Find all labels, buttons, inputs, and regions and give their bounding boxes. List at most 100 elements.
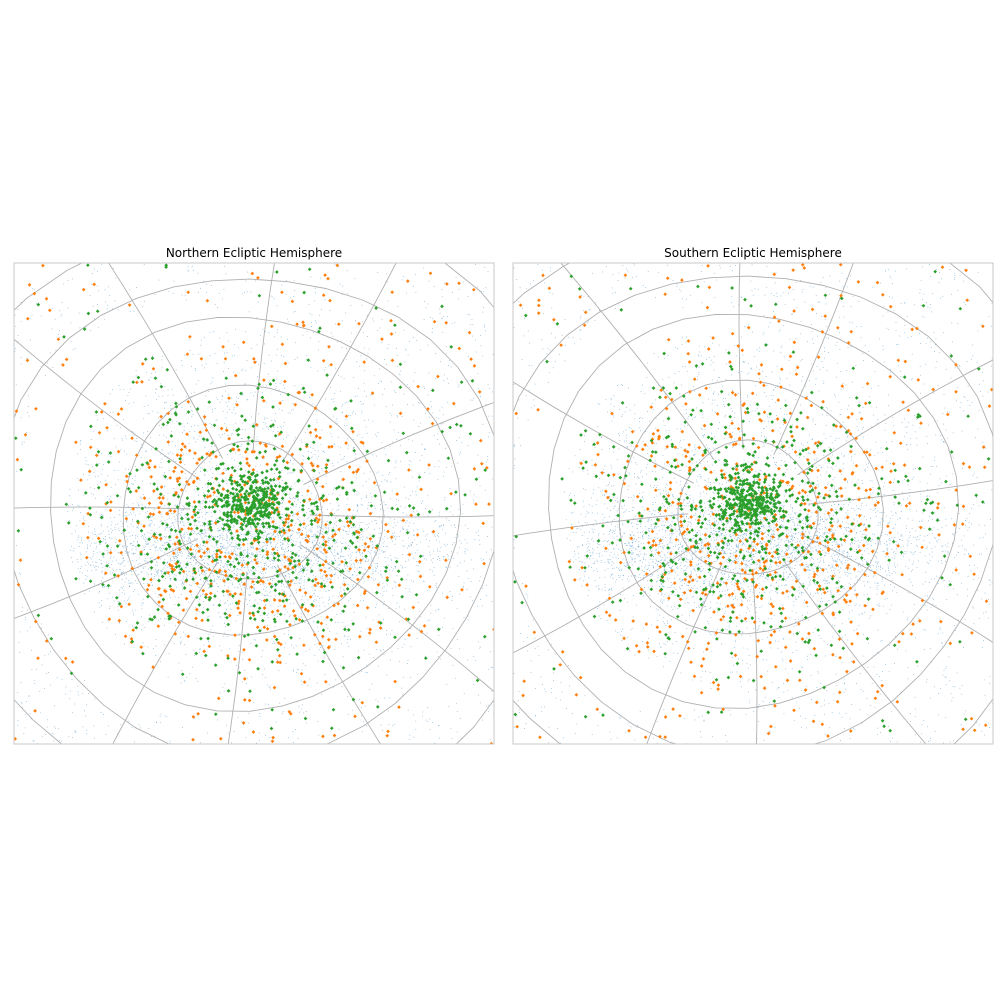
background-dot (272, 580, 273, 582)
background-dot (50, 352, 51, 354)
background-dot (289, 595, 291, 597)
background-dot (271, 638, 273, 640)
background-dot (353, 439, 355, 440)
background-dot (204, 337, 205, 339)
background-dot (327, 531, 329, 533)
background-dot (316, 495, 317, 497)
background-dot (294, 385, 296, 387)
background-dot (387, 546, 388, 548)
background-dot (258, 524, 259, 526)
background-dot (91, 542, 92, 544)
background-dot (447, 555, 449, 557)
background-dot (313, 577, 315, 579)
background-dot (382, 542, 384, 544)
background-dot (251, 573, 253, 575)
background-dot (332, 335, 334, 337)
background-dot (221, 578, 223, 580)
background-dot (84, 710, 85, 712)
background-dot (208, 453, 209, 454)
background-dot (339, 563, 341, 565)
background-dot (188, 443, 190, 445)
background-dot (335, 679, 337, 681)
background-dot (181, 365, 183, 366)
background-dot (246, 291, 248, 293)
background-dot (284, 698, 286, 699)
background-dot (392, 526, 394, 528)
background-dot (345, 419, 347, 420)
background-dot (266, 426, 268, 428)
background-dot (96, 552, 98, 554)
background-dot (408, 537, 410, 539)
background-dot (455, 703, 457, 704)
background-dot (316, 329, 318, 331)
background-dot (280, 393, 281, 395)
background-dot (264, 417, 266, 419)
background-dot (286, 280, 287, 282)
background-dot (295, 437, 296, 439)
background-dot (128, 403, 130, 405)
background-dot (230, 542, 232, 544)
background-dot (361, 522, 363, 523)
background-dot (80, 554, 82, 555)
background-dot (325, 458, 327, 460)
background-dot (219, 530, 221, 531)
background-dot (299, 534, 301, 536)
background-dot (94, 531, 96, 533)
background-dot (193, 391, 195, 393)
background-dot (319, 314, 320, 316)
background-dot (227, 411, 228, 413)
background-dot (293, 279, 295, 281)
background-dot (237, 548, 238, 550)
background-dot (203, 544, 204, 546)
background-dot (294, 359, 296, 360)
background-dot (266, 564, 267, 566)
background-dot (466, 570, 468, 572)
background-dot (242, 551, 244, 553)
background-dot (302, 530, 303, 532)
background-dot (169, 555, 170, 557)
background-dot (265, 551, 267, 553)
background-dot (323, 450, 324, 452)
background-dot (189, 562, 191, 563)
background-dot (370, 550, 372, 552)
background-dot (387, 568, 388, 570)
background-dot (164, 644, 165, 646)
background-dot (17, 309, 19, 310)
background-dot (216, 545, 217, 547)
background-dot (253, 536, 254, 538)
background-dot (167, 290, 169, 292)
background-dot (332, 526, 334, 528)
background-dot (464, 560, 465, 562)
background-dot (174, 574, 175, 576)
background-dot (248, 538, 250, 540)
background-dot (194, 531, 195, 533)
background-dot (80, 440, 82, 441)
background-dot (383, 501, 385, 503)
background-dot (244, 529, 246, 531)
background-dot (424, 655, 426, 657)
background-dot (328, 528, 329, 530)
background-dot (180, 527, 182, 529)
background-dot (234, 545, 236, 547)
background-dot (120, 520, 122, 522)
background-dot (423, 319, 425, 320)
background-dot (265, 568, 267, 570)
background-dot (335, 521, 337, 523)
background-dot (155, 547, 157, 549)
background-dot (77, 685, 79, 687)
background-dot (277, 539, 279, 541)
background-dot (166, 527, 168, 528)
background-dot (261, 547, 263, 548)
background-dot (321, 693, 322, 695)
background-dot (85, 463, 87, 465)
background-dot (17, 724, 19, 726)
background-dot (427, 495, 429, 497)
background-dot (92, 305, 94, 307)
background-dot (478, 535, 480, 536)
background-dot (217, 576, 219, 578)
background-dot (131, 726, 133, 728)
background-dot (332, 545, 334, 547)
background-dot (337, 446, 339, 448)
background-dot (388, 474, 390, 475)
background-dot (207, 564, 209, 566)
